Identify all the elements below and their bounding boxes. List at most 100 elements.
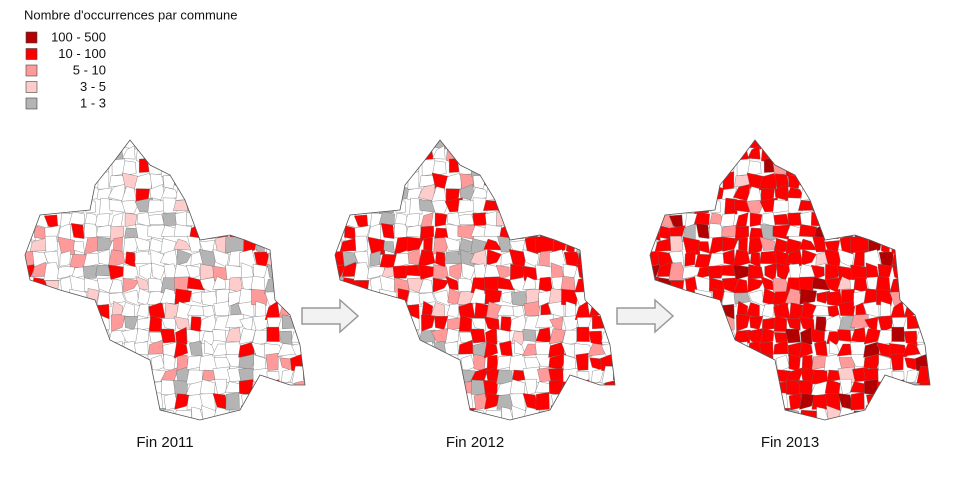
commune	[251, 329, 270, 347]
commune	[854, 421, 864, 435]
commune	[84, 200, 96, 214]
legend-swatch	[25, 81, 38, 93]
commune	[280, 288, 294, 304]
commune	[394, 407, 410, 420]
commune	[823, 160, 844, 177]
commune	[355, 357, 372, 371]
commune	[931, 250, 944, 268]
commune	[445, 420, 461, 434]
commune	[335, 213, 344, 229]
commune	[772, 291, 790, 306]
commune	[135, 328, 150, 345]
commune	[32, 392, 49, 410]
commune	[786, 318, 801, 331]
commune	[561, 381, 580, 398]
commune	[915, 189, 930, 202]
commune	[706, 395, 723, 411]
commune	[25, 317, 34, 333]
commune	[654, 174, 674, 190]
commune	[814, 140, 829, 152]
commune	[838, 196, 856, 216]
communes	[25, 140, 322, 420]
commune	[25, 147, 35, 164]
maps: Fin 2011 Fin 2012 Fin 2013	[24, 139, 946, 451]
commune	[380, 184, 398, 203]
commune	[669, 419, 687, 420]
commune	[523, 196, 541, 216]
commune	[110, 396, 123, 408]
commune	[281, 251, 294, 267]
commune	[46, 198, 59, 214]
commune	[339, 343, 358, 360]
commune	[291, 331, 305, 343]
commune	[306, 250, 319, 268]
commune	[686, 422, 697, 436]
commune	[242, 184, 256, 202]
commune	[563, 185, 577, 204]
commune	[107, 407, 125, 420]
commune	[657, 406, 674, 420]
commune	[614, 393, 615, 411]
commune	[95, 140, 112, 148]
commune	[174, 409, 192, 420]
commune	[574, 404, 589, 420]
commune	[710, 144, 726, 162]
commune	[307, 200, 322, 214]
commune	[149, 392, 164, 411]
commune	[175, 326, 188, 345]
commune	[380, 223, 395, 239]
commune	[824, 198, 841, 216]
commune	[838, 173, 854, 187]
commune	[303, 146, 305, 164]
commune	[891, 236, 906, 254]
commune	[906, 198, 919, 212]
commune	[658, 378, 674, 396]
commune	[587, 264, 605, 277]
commune	[294, 408, 305, 420]
commune	[174, 393, 191, 410]
commune	[290, 250, 305, 268]
commune	[826, 211, 841, 228]
commune	[444, 379, 463, 397]
commune	[575, 352, 589, 371]
commune	[409, 418, 424, 420]
commune	[695, 184, 713, 203]
commune	[748, 289, 765, 307]
commune	[613, 174, 615, 188]
commune	[577, 185, 592, 202]
commune	[588, 417, 607, 420]
commune	[524, 379, 537, 396]
commune	[602, 140, 615, 152]
commune	[601, 173, 615, 188]
commune	[587, 276, 605, 290]
commune	[353, 366, 369, 383]
commune	[693, 356, 711, 372]
commune	[876, 288, 894, 307]
commune	[225, 392, 240, 411]
commune	[395, 356, 408, 372]
commune	[650, 173, 660, 185]
commune	[419, 353, 436, 370]
commune	[44, 316, 61, 331]
commune	[902, 276, 920, 290]
commune	[470, 147, 490, 164]
commune	[499, 340, 513, 357]
commune	[487, 140, 499, 152]
commune	[509, 198, 526, 216]
commune	[122, 160, 137, 176]
commune	[878, 185, 892, 204]
commune	[277, 264, 295, 277]
commune	[760, 328, 775, 345]
commune	[304, 240, 305, 254]
commune	[378, 340, 397, 359]
commune	[774, 392, 789, 411]
commune	[669, 316, 686, 331]
commune	[379, 328, 394, 344]
commune	[30, 300, 47, 320]
commune	[707, 171, 726, 190]
commune	[561, 329, 580, 347]
commune	[575, 418, 593, 420]
commune	[931, 316, 946, 332]
commune	[122, 145, 136, 160]
commune	[73, 303, 88, 320]
